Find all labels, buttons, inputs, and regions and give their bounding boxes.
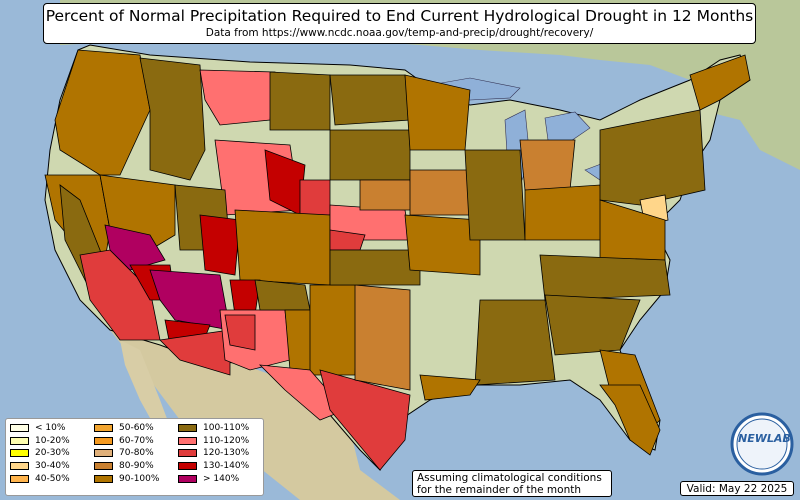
legend-item: < 10% — [10, 422, 70, 435]
legend-column-2: 50-60% 60-70% 70-80% 80-90% 90-100% — [94, 422, 159, 485]
legend-item: 30-40% — [10, 460, 70, 473]
valid-date: Valid: May 22 2025 — [680, 481, 794, 496]
assumption-note: Assuming climatological conditions for t… — [412, 470, 612, 497]
legend-item: 40-50% — [10, 472, 70, 485]
legend-item: 20-30% — [10, 447, 70, 460]
florida — [599, 384, 661, 456]
legend-item: 80-90% — [94, 460, 159, 473]
legend-item: > 140% — [178, 472, 249, 485]
logo-text: NEWLAB — [738, 432, 791, 445]
legend-item: 130-140% — [178, 460, 249, 473]
legend-item: 120-130% — [178, 447, 249, 460]
legend-item: 100-110% — [178, 422, 249, 435]
note-line-2: for the remainder of the month — [417, 484, 582, 496]
legend-item: 90-100% — [94, 472, 159, 485]
newlab-logo — [730, 412, 794, 476]
legend-item: 10-20% — [10, 435, 70, 448]
legend-item: 70-80% — [94, 447, 159, 460]
legend-item: 110-120% — [178, 435, 249, 448]
legend-item: 60-70% — [94, 435, 159, 448]
legend-column-1: < 10% 10-20% 20-30% 30-40% 40-50% — [10, 422, 70, 485]
map-title: Percent of Normal Precipitation Required… — [45, 7, 754, 25]
legend-column-3: 100-110% 110-120% 120-130% 130-140% > 14… — [178, 422, 249, 485]
title-box: Percent of Normal Precipitation Required… — [43, 3, 756, 44]
legend: < 10% 10-20% 20-30% 30-40% 40-50% 50-60%… — [5, 418, 264, 496]
map-subtitle: Data from https://www.ncdc.noaa.gov/temp… — [205, 27, 594, 39]
note-line-1: Assuming climatological conditions — [417, 472, 602, 484]
mexico-land — [110, 330, 400, 500]
legend-item: 50-60% — [94, 422, 159, 435]
